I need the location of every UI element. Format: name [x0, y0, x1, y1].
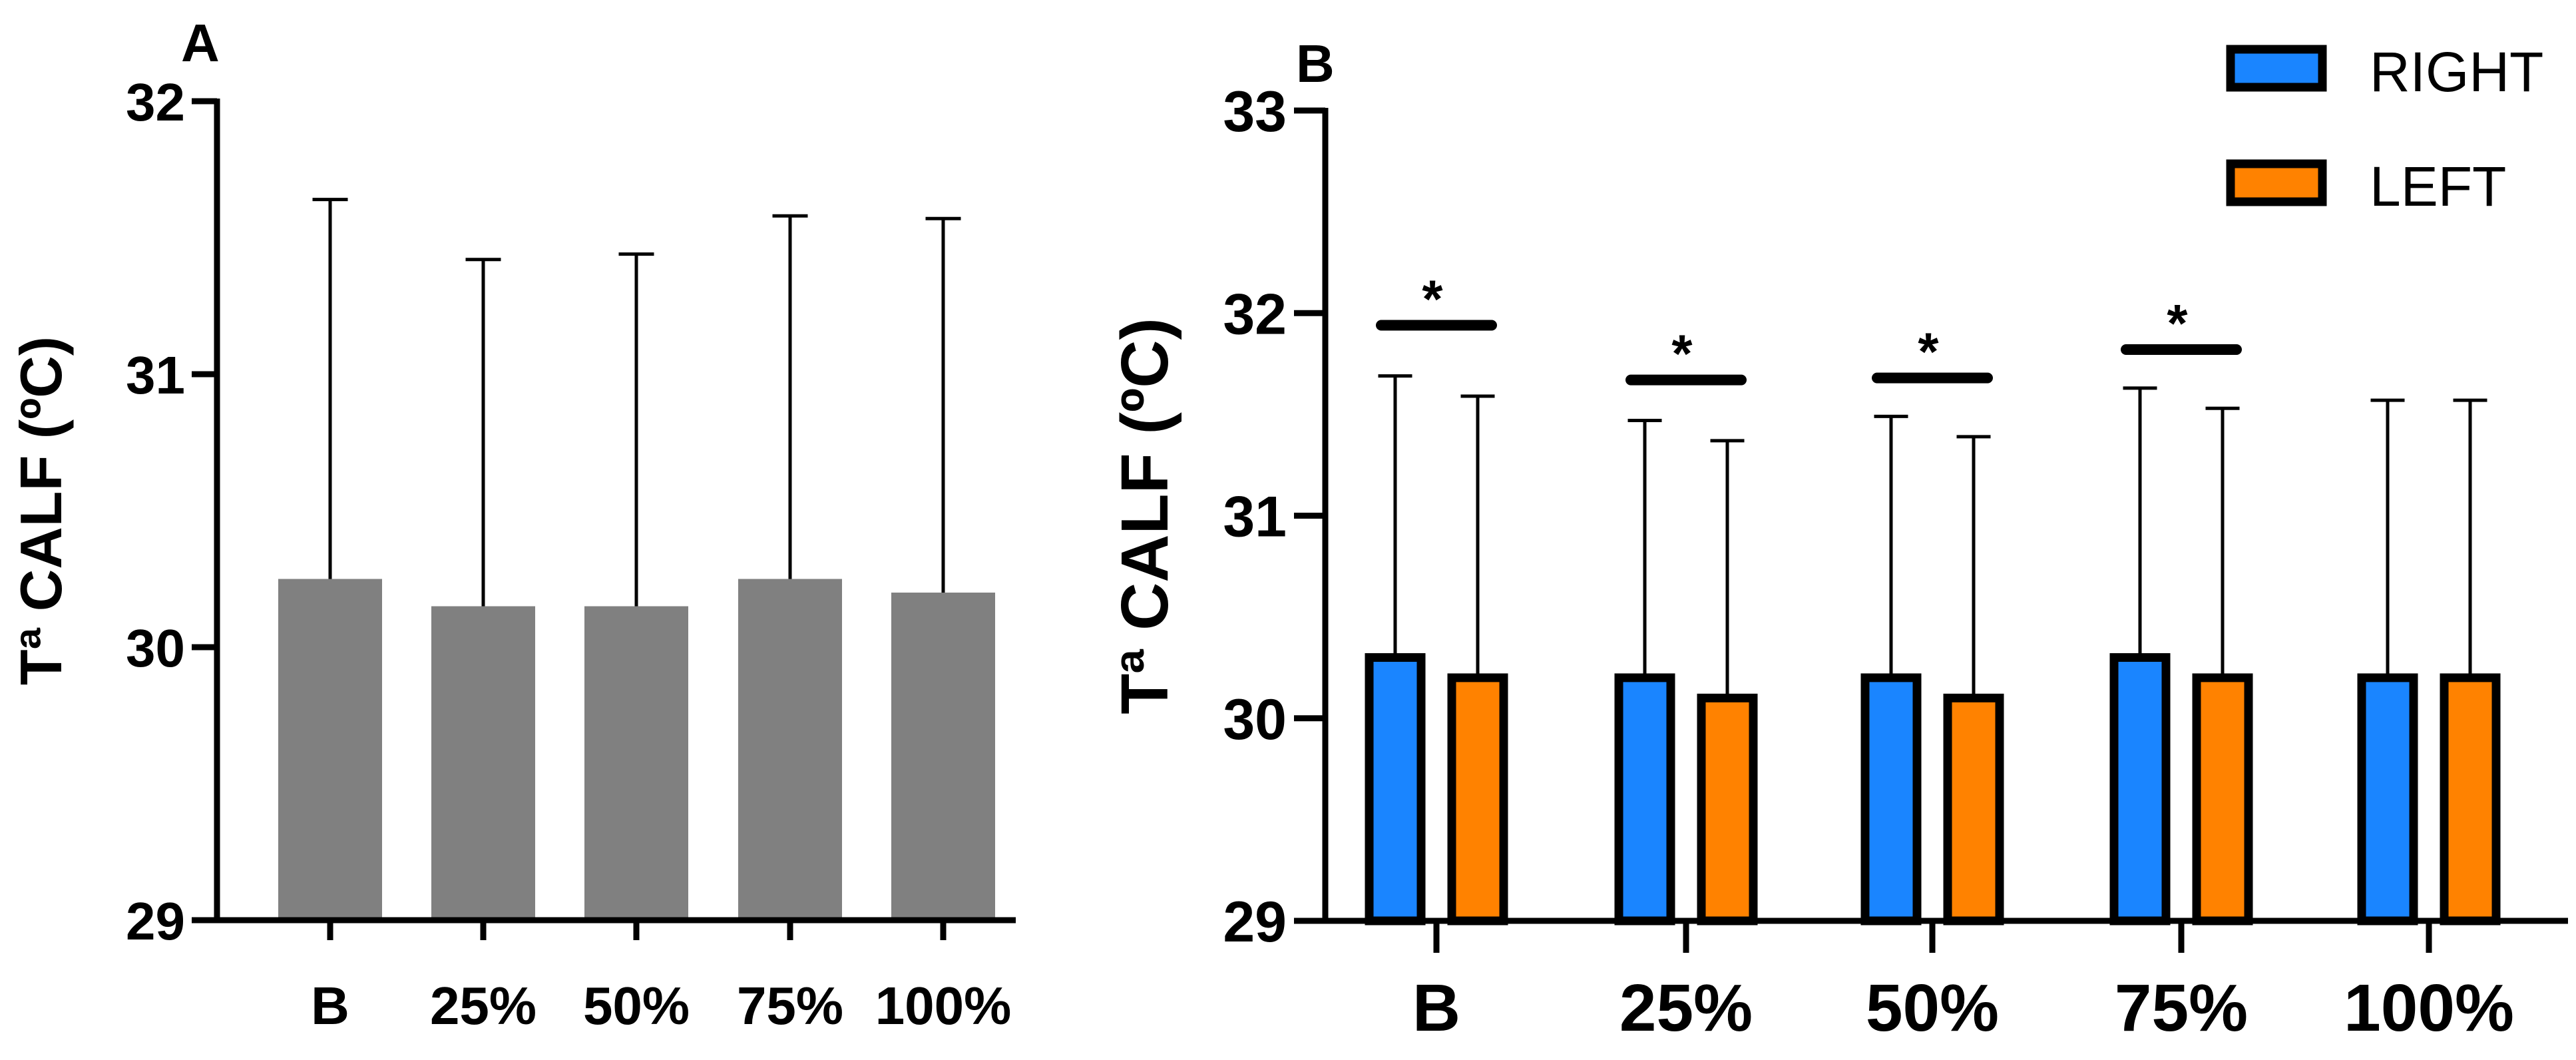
- y-tick-label-a-1: 30: [126, 619, 185, 678]
- bar-b-right-1: [1614, 673, 1675, 926]
- bar-b-right-0: [1365, 653, 1426, 926]
- y-axis-title-a: Tª CALF (ºC): [8, 336, 74, 685]
- y-tick-label-a-3: 32: [126, 73, 185, 132]
- bar-b-right-2: [1860, 673, 1922, 926]
- panel-label-b: B: [1296, 34, 1335, 93]
- x-tick-label-b-3: 75%: [2115, 971, 2248, 1045]
- panel-b: B Tª CALF (ºC) B 25% 50% 75% 100%2930313233 …: [1108, 34, 2568, 1045]
- x-tick-label-a-1: 25%: [430, 976, 537, 1035]
- bar-b-left-0: [1447, 673, 1508, 926]
- x-tick-label-a-0: B: [311, 976, 349, 1035]
- significance-star-0: *: [1422, 270, 1443, 329]
- y-tick-label-a-0: 29: [126, 892, 185, 951]
- bar-a-0: [278, 579, 382, 920]
- bar-b-right-3: [2109, 653, 2171, 926]
- y-axis-title-b: Tª CALF (ºC): [1108, 318, 1182, 714]
- bar-b-left-1: [1697, 693, 1758, 926]
- y-tick-label-b-1: 30: [1223, 688, 1287, 752]
- bar-a-2: [584, 606, 688, 920]
- x-tick-label-b-1: 25%: [1619, 971, 1753, 1045]
- x-tick-label-b-4: 100%: [2344, 971, 2514, 1045]
- x-tick-label-b-2: 50%: [1866, 971, 1999, 1045]
- bar-b-left-2: [1943, 693, 2004, 926]
- y-tick-label-b-2: 31: [1223, 485, 1287, 549]
- significance-star-2: *: [1918, 322, 1939, 382]
- legend-label-left: LEFT: [2370, 155, 2506, 218]
- legend-label-right: RIGHT: [2370, 41, 2543, 103]
- x-tick-label-a-3: 75%: [737, 976, 843, 1035]
- bar-a-1: [431, 606, 535, 920]
- significance-star-3: *: [2167, 294, 2188, 353]
- bar-b-left-3: [2192, 673, 2253, 926]
- panel-a: A Tª CALF (ºC) B 25% 50% 75% 100% 29 30 31 32: [8, 13, 1016, 1035]
- panel-label-a: A: [181, 13, 220, 73]
- x-tick-label-b-0: B: [1412, 971, 1460, 1045]
- x-tick-label-a-4: 100%: [875, 976, 1012, 1035]
- y-tick-label-b-4: 33: [1223, 80, 1287, 144]
- legend-swatch-right: [2226, 45, 2327, 92]
- y-tick-label-a-2: 31: [126, 346, 185, 405]
- legend-swatch-left: [2226, 159, 2327, 206]
- bar-a-4: [891, 593, 995, 920]
- y-tick-label-b-3: 32: [1223, 282, 1287, 346]
- legend: RIGHT LEFT: [2226, 41, 2543, 218]
- bar-a-3: [738, 579, 842, 920]
- y-tick-label-b-0: 29: [1223, 890, 1287, 954]
- bar-b-right-4: [2357, 673, 2418, 926]
- bar-b-left-4: [2440, 673, 2501, 926]
- significance-star-1: *: [1671, 324, 1693, 384]
- x-tick-label-a-2: 50%: [583, 976, 690, 1035]
